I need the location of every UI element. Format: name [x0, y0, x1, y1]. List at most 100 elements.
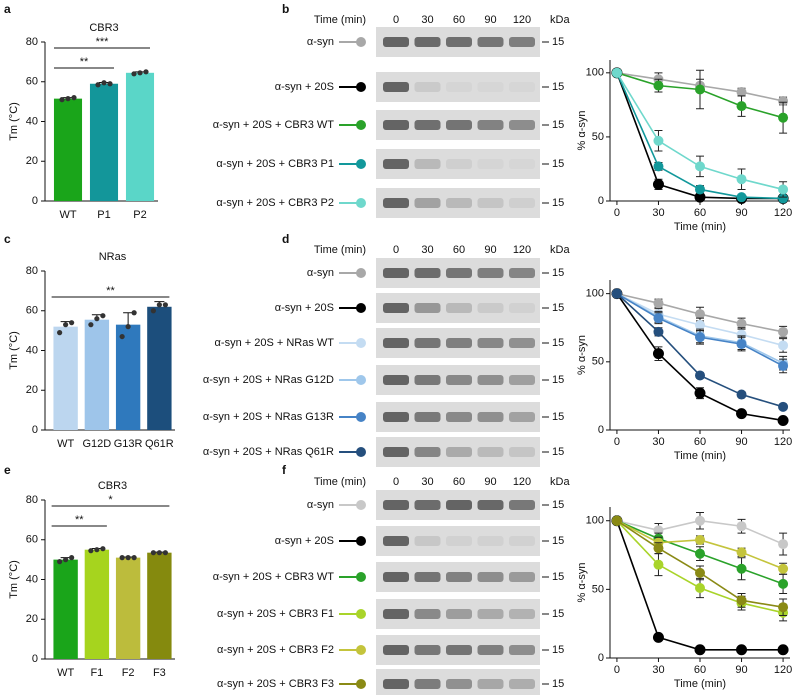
- x-axis-label: Time (min): [674, 678, 726, 690]
- condition-label: α-syn + 20S + NRas WT: [215, 337, 335, 349]
- data-point: [652, 178, 664, 190]
- blot-band: [414, 679, 441, 689]
- replicate-point: [131, 310, 137, 316]
- blot-band: [383, 412, 409, 422]
- blot-band: [414, 120, 441, 130]
- condition-key-dot: [356, 159, 366, 169]
- lane-label: 60: [453, 14, 465, 26]
- blot-band: [383, 375, 409, 385]
- lane-label: 120: [513, 244, 531, 256]
- blot-band: [446, 303, 472, 313]
- panel-label: c: [4, 232, 11, 246]
- replicate-point: [88, 548, 94, 554]
- data-point: [736, 87, 747, 98]
- data-point: [695, 582, 705, 593]
- x-tick-label: 120: [774, 664, 792, 676]
- blot-band: [477, 536, 504, 546]
- replicate-point: [63, 322, 69, 328]
- blot-band: [509, 303, 535, 313]
- condition-label: α-syn + 20S + NRas G12D: [203, 374, 334, 386]
- blot-band: [383, 159, 409, 169]
- data-point: [653, 559, 664, 570]
- replicate-point: [150, 308, 156, 314]
- error-bar: [123, 312, 134, 325]
- y-tick-label: 0: [598, 652, 604, 664]
- data-point: [778, 340, 789, 351]
- x-tick-label: 0: [614, 436, 620, 448]
- blot-band: [509, 37, 535, 47]
- x-tick-label: 60: [694, 664, 706, 676]
- blot-band: [477, 375, 504, 385]
- blot-band: [446, 82, 472, 92]
- condition-label: α-syn + 20S + CBR3 F1: [217, 608, 334, 620]
- blot-band: [383, 303, 409, 313]
- condition-label: α-syn + 20S: [275, 535, 334, 547]
- kda-label: kDa: [550, 476, 570, 488]
- data-point: [694, 644, 706, 656]
- condition-label: α-syn + 20S + CBR3 P1: [216, 158, 334, 170]
- blot-band: [509, 268, 535, 278]
- replicate-point: [88, 322, 94, 328]
- y-axis-label: % α-syn: [576, 335, 588, 375]
- data-point: [778, 326, 789, 337]
- data-point: [652, 348, 664, 360]
- x-tick-label: 0: [614, 207, 620, 219]
- replicate-point: [57, 330, 63, 336]
- blot-band: [414, 198, 441, 208]
- data-point: [778, 578, 789, 589]
- data-point: [695, 84, 705, 95]
- lane-label: 30: [421, 244, 433, 256]
- data-point: [695, 534, 705, 545]
- x-axis-label: Time (min): [674, 221, 726, 233]
- blot-band: [446, 338, 472, 348]
- data-point: [652, 631, 664, 643]
- x-tick-label: 0: [614, 664, 620, 676]
- bar: [125, 72, 155, 202]
- marker-label: 15: [552, 197, 564, 209]
- blot-band: [477, 268, 504, 278]
- replicate-point: [100, 546, 106, 552]
- kda-label: kDa: [550, 14, 570, 26]
- replicate-point: [131, 555, 137, 561]
- x-tick-label: WT: [57, 438, 74, 450]
- blot-band: [446, 645, 472, 655]
- replicate-point: [162, 550, 168, 556]
- bar: [53, 559, 78, 659]
- y-tick-label: 60: [26, 305, 38, 317]
- lane-label: 90: [484, 244, 496, 256]
- y-axis-label: % α-syn: [576, 111, 588, 151]
- x-tick-label: F1: [90, 667, 103, 679]
- data-point: [736, 192, 747, 203]
- blot-band: [446, 37, 472, 47]
- lane-label: 30: [421, 476, 433, 488]
- condition-label: α-syn + 20S + CBR3 P2: [216, 197, 334, 209]
- data-point: [611, 288, 622, 299]
- lane-label: 120: [513, 14, 531, 26]
- blot-band: [414, 268, 441, 278]
- x-tick-label: 60: [694, 436, 706, 448]
- blot-band: [477, 338, 504, 348]
- blot-band: [509, 159, 535, 169]
- y-tick-label: 60: [26, 76, 38, 88]
- replicate-point: [162, 302, 168, 308]
- marker-label: 15: [552, 119, 564, 131]
- y-tick-label: 60: [26, 534, 38, 546]
- data-point: [653, 135, 664, 146]
- condition-label: α-syn: [307, 499, 334, 511]
- data-point: [736, 389, 747, 400]
- y-tick-label: 80: [26, 36, 38, 48]
- blot-band: [446, 412, 472, 422]
- y-tick-label: 50: [592, 583, 604, 595]
- blot-band: [509, 572, 535, 582]
- panel-label: d: [282, 232, 289, 246]
- blot-band: [414, 375, 441, 385]
- blot-band: [414, 338, 441, 348]
- marker-label: 15: [552, 678, 564, 690]
- x-tick-label: WT: [57, 667, 74, 679]
- y-axis-label: Tm (°C): [8, 331, 20, 370]
- replicate-point: [95, 82, 101, 88]
- blot-band: [446, 159, 472, 169]
- data-point: [695, 548, 705, 559]
- blot-band: [477, 679, 504, 689]
- marker-label: 15: [552, 644, 564, 656]
